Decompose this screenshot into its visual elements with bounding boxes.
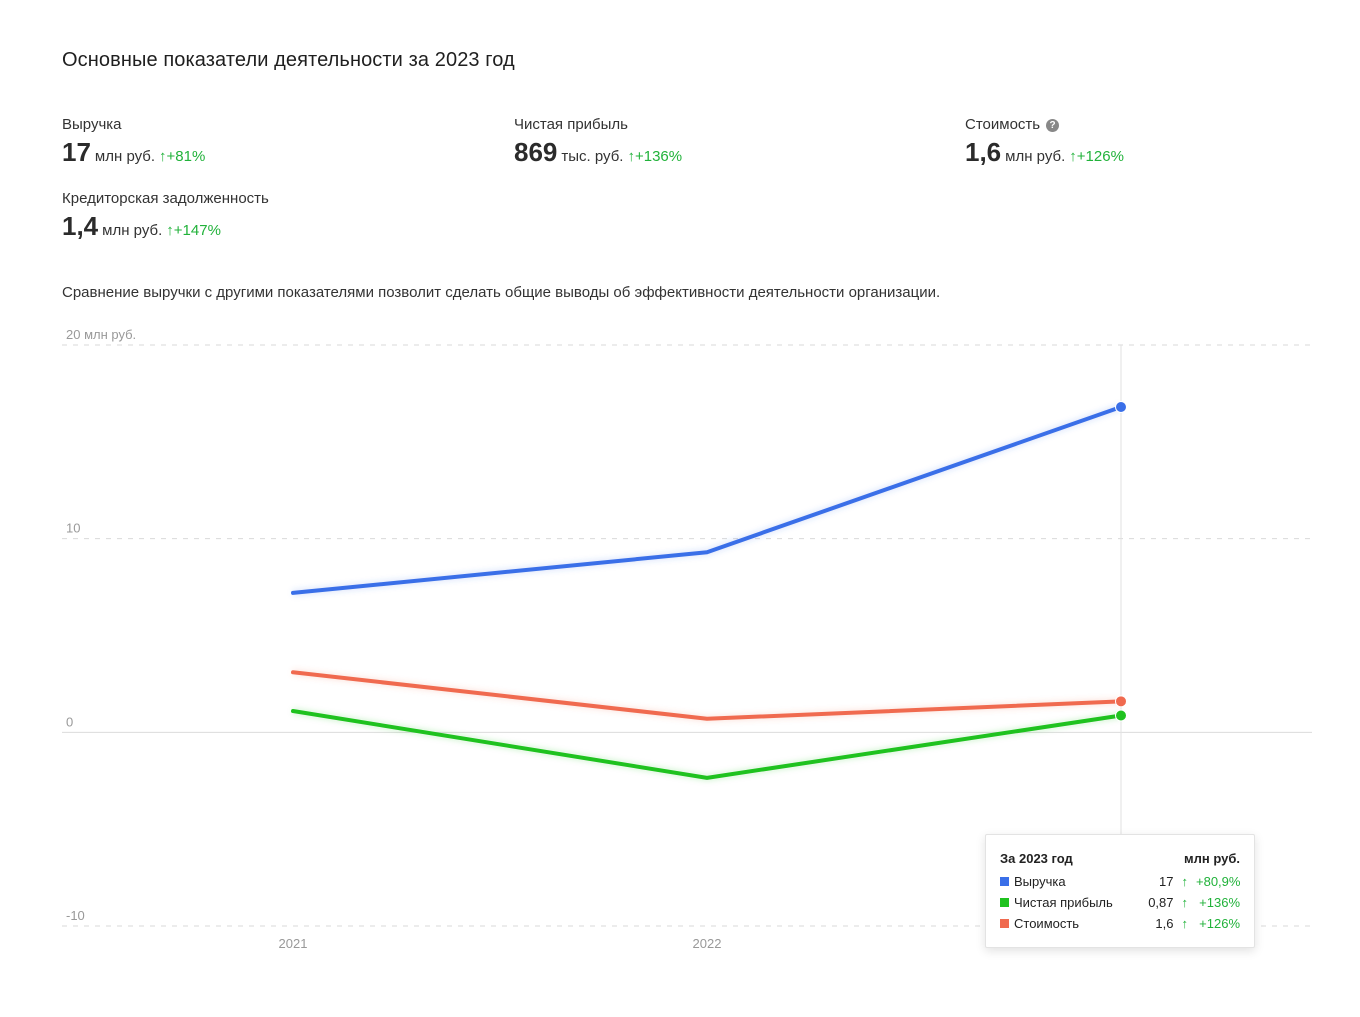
metric-label: Чистая прибыль xyxy=(514,116,628,133)
legend-swatch xyxy=(1000,877,1009,886)
metric-value: 17 xyxy=(62,137,91,167)
arrow-up-icon: ↑ xyxy=(1069,148,1077,165)
metric-change: ↑+126% xyxy=(1069,148,1124,165)
series-line xyxy=(291,670,1123,721)
data-point xyxy=(1115,695,1127,708)
tooltip-change: +136% xyxy=(1199,895,1240,910)
metric-label: Стоимость? xyxy=(965,116,1124,133)
metric-value-cost: Стоимость? 1,6 млн руб. ↑+126% xyxy=(965,116,1124,168)
data-point xyxy=(1115,709,1127,722)
series-glow xyxy=(292,669,1122,722)
metric-revenue: Выручка 17 млн руб. ↑+81% xyxy=(62,116,205,168)
metric-value: 869 xyxy=(514,137,558,167)
tooltip-value: 1,6 xyxy=(1155,916,1174,931)
y-tick-label: 0 xyxy=(66,714,73,729)
metric-change: ↑+136% xyxy=(627,148,683,165)
arrow-up-icon: ↑ xyxy=(1181,916,1189,931)
metric-unit: тыс. руб. xyxy=(561,148,624,165)
y-tick-label: -10 xyxy=(66,908,85,923)
series-glow xyxy=(292,404,1122,596)
metric-value: 1,4 xyxy=(62,211,99,241)
legend-swatch xyxy=(1000,919,1009,928)
tooltip-value: 0,87 xyxy=(1148,895,1174,910)
metric-value: 1,6 xyxy=(965,137,1002,167)
x-tick-label: 2022 xyxy=(693,936,722,951)
series-line xyxy=(291,709,1123,780)
metric-unit: млн руб. xyxy=(1005,148,1066,165)
chart-description: Сравнение выручки с другими показателями… xyxy=(62,284,941,301)
tooltip-series-name: Стоимость xyxy=(1014,916,1080,931)
tooltip-value: 17 xyxy=(1159,874,1174,889)
help-icon[interactable]: ? xyxy=(1046,119,1060,132)
arrow-up-icon: ↑ xyxy=(166,222,174,239)
arrow-up-icon: ↑ xyxy=(1181,874,1189,889)
metric-label: Выручка xyxy=(62,116,122,133)
tooltip-series-name: Выручка xyxy=(1014,874,1066,889)
page-title: Основные показатели деятельности за 2023… xyxy=(62,49,515,71)
tooltip-title: За 2023 год xyxy=(1000,851,1073,866)
tooltip-row-revenue: Выручка 17 ↑ +80,9% xyxy=(1000,871,1240,892)
arrow-up-icon: ↑ xyxy=(1181,895,1189,910)
tooltip-row-cost: Стоимость 1,6 ↑ +126% xyxy=(1000,913,1240,934)
data-point xyxy=(1115,400,1127,413)
metric-accounts-payable: Кредиторская задолженность 1,4 млн руб. ↑+… xyxy=(62,190,269,242)
y-tick-label: 10 xyxy=(66,521,80,536)
series-line xyxy=(291,404,1123,595)
metric-label: Кредиторская задолженность xyxy=(62,190,269,207)
tooltip-unit: млн руб. xyxy=(1184,851,1240,866)
chart-tooltip: За 2023 год млн руб. Выручка 17 ↑ +80,9%… xyxy=(985,834,1255,948)
metric-net-profit: Чистая прибыль 869 тыс. руб. ↑+136% xyxy=(514,116,682,168)
legend-swatch xyxy=(1000,898,1009,907)
tooltip-row-profit: Чистая прибыль 0,87 ↑ +136% xyxy=(1000,892,1240,913)
metric-change: ↑+147% xyxy=(166,222,221,239)
y-tick-label: 20 млн руб. xyxy=(66,327,136,342)
tooltip-change: +126% xyxy=(1199,916,1240,931)
tooltip-series-name: Чистая прибыль xyxy=(1014,895,1113,910)
x-tick-label: 2021 xyxy=(279,936,308,951)
arrow-up-icon: ↑ xyxy=(159,148,167,165)
arrow-up-icon: ↑ xyxy=(627,148,635,165)
metric-change: ↑+81% xyxy=(159,148,206,165)
metric-unit: млн руб. xyxy=(94,148,156,165)
tooltip-change: +80,9% xyxy=(1196,874,1241,889)
metric-unit: млн руб. xyxy=(102,222,163,239)
